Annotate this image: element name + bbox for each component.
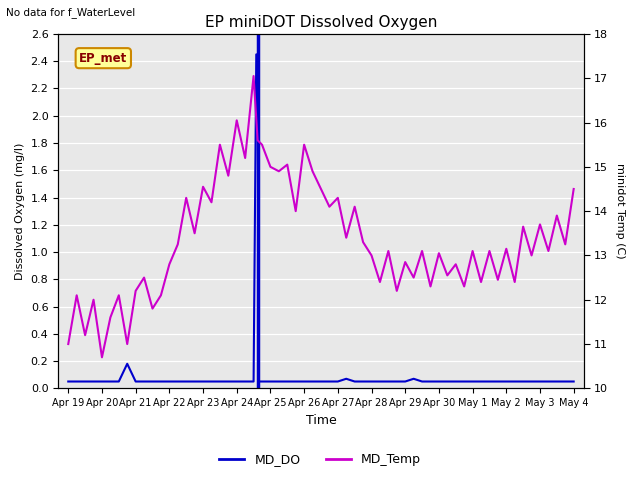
Text: No data for f_WaterLevel: No data for f_WaterLevel	[6, 7, 136, 18]
Legend: MD_DO, MD_Temp: MD_DO, MD_Temp	[214, 448, 426, 471]
Y-axis label: minidot Temp (C): minidot Temp (C)	[615, 163, 625, 259]
Y-axis label: Dissolved Oxygen (mg/l): Dissolved Oxygen (mg/l)	[15, 143, 25, 280]
Title: EP miniDOT Dissolved Oxygen: EP miniDOT Dissolved Oxygen	[205, 15, 437, 30]
Text: EP_met: EP_met	[79, 52, 127, 65]
X-axis label: Time: Time	[305, 414, 337, 427]
